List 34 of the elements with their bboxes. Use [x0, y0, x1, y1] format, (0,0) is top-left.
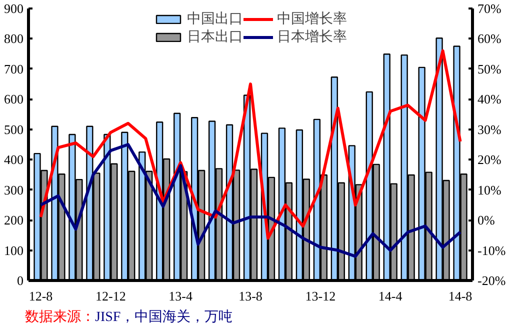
y-tick-label: 200	[4, 212, 24, 228]
y2-tick-label: 10%	[478, 182, 502, 198]
x-tick-label: 14-8	[448, 288, 472, 304]
y-tick-label: 400	[4, 152, 24, 168]
y-tick-label: 900	[4, 1, 24, 16]
y-tick-label: 300	[4, 182, 24, 198]
line-series	[39, 143, 462, 258]
y2-tick-label: 0%	[478, 212, 495, 228]
x-tick-label: 12-8	[28, 288, 53, 304]
legend-label: 中国增长率	[277, 10, 347, 28]
y-tick-label: 0	[17, 273, 24, 288]
y2-tick-label: 40%	[478, 92, 502, 107]
x-tick-label: 12-12	[95, 288, 126, 304]
y2-tick-label: 60%	[478, 31, 502, 46]
source-note: 数据来源：JISF，中国海关，万吨	[25, 310, 233, 325]
y2-tick-label: -20%	[478, 273, 506, 288]
legend-label: 日本增长率	[277, 28, 347, 46]
x-tick-label: 13-8	[238, 288, 262, 304]
y-tick-label: 800	[4, 31, 24, 46]
x-tick-label: 13-12	[305, 288, 336, 304]
legend-label: 日本出口	[187, 28, 243, 46]
y-tick-label: 500	[4, 122, 24, 137]
y-tick-label: 700	[4, 61, 24, 76]
y2-tick-label: 20%	[478, 152, 502, 168]
y-tick-label: 600	[4, 92, 24, 107]
y2-tick-label: 70%	[478, 1, 502, 16]
y2-tick-label: 30%	[478, 122, 502, 137]
line-series	[39, 49, 462, 240]
x-tick-label: 14-4	[378, 288, 403, 304]
x-tick-label: 13-4	[168, 288, 193, 304]
y2-tick-label: 50%	[478, 61, 502, 76]
y2-tick-label: -10%	[478, 242, 506, 258]
legend-label: 中国出口	[187, 10, 243, 28]
y-tick-label: 100	[4, 242, 24, 258]
